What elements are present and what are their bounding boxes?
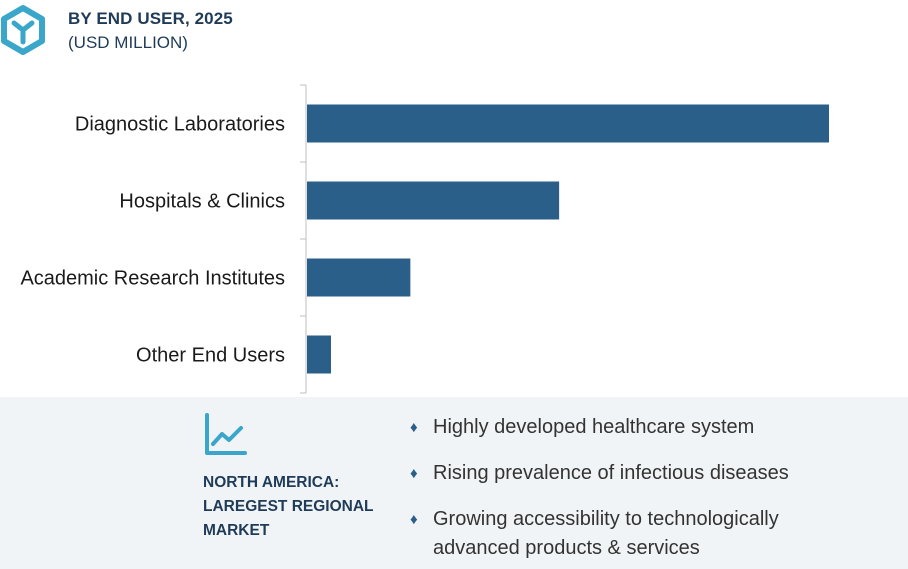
region-title-line: NORTH AMERICA: <box>203 474 340 491</box>
category-label: Diagnostic Laboratories <box>75 114 285 136</box>
bar-chart: Diagnostic Laboratories Hospitals & Clini… <box>20 84 829 394</box>
diamond-bullet-icon: ♦ <box>410 419 418 436</box>
bullet-text: Highly developed healthcare system <box>433 416 755 438</box>
bar-other-end-users <box>307 335 332 374</box>
region-title: NORTH AMERICA: LAREGEST REGIONAL MARKET <box>203 471 403 543</box>
diamond-bullet-icon: ♦ <box>410 465 418 482</box>
bullet-item: ♦ Growing accessibility to technological… <box>410 505 853 563</box>
region-title-line: LAREGEST REGIONAL <box>203 498 374 515</box>
trend-chart-icon <box>205 413 247 455</box>
category-label: Hospitals & Clinics <box>119 191 285 213</box>
chart-title: BY END USER, 2025 <box>68 9 233 28</box>
bar-academic-research-institutes <box>307 258 411 297</box>
bullet-item: ♦ Rising prevalence of infectious diseas… <box>410 459 890 488</box>
diamond-bullet-icon: ♦ <box>410 511 418 528</box>
bullet-text: Growing accessibility to technologically… <box>433 508 779 559</box>
region-title-line: MARKET <box>203 522 270 539</box>
bar-diagnostic-laboratories <box>307 104 829 143</box>
category-label: Academic Research Institutes <box>20 268 285 290</box>
chart-subtitle: (USD MILLION) <box>68 33 188 52</box>
bar-hospitals-clinics <box>307 181 560 220</box>
cube-y-logo-icon <box>1 5 45 55</box>
regional-panel <box>0 397 908 569</box>
bullet-item: ♦ Highly developed healthcare system <box>410 413 890 442</box>
bullet-text: Rising prevalence of infectious diseases <box>433 462 789 484</box>
category-label: Other End Users <box>136 345 285 367</box>
bullet-list: ♦ Highly developed healthcare system ♦ R… <box>410 413 890 569</box>
